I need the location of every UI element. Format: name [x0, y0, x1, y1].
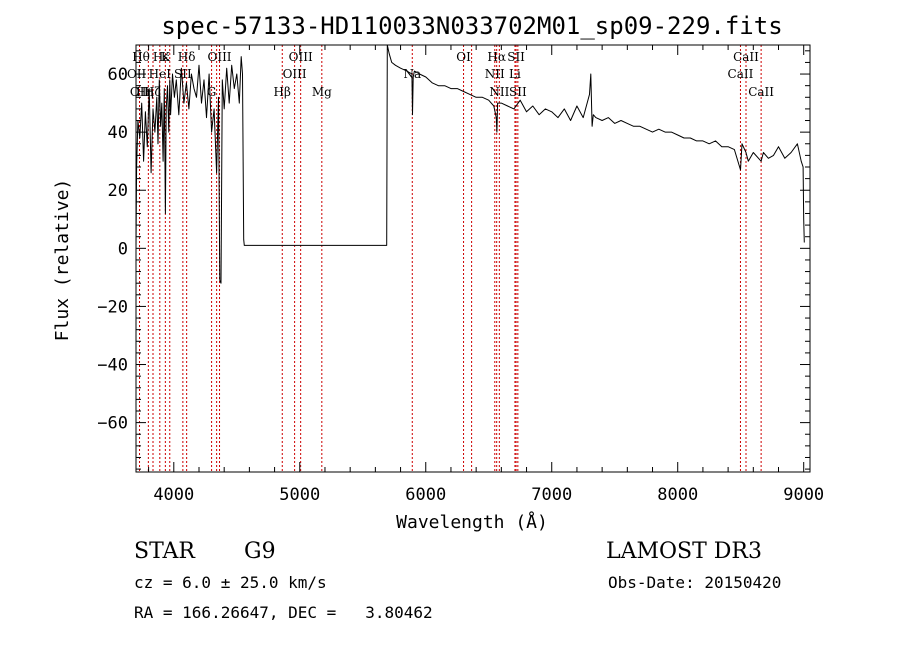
x-tick-label: 9000: [783, 485, 824, 505]
spectral-line-label: G: [207, 85, 217, 99]
spectral-line-label: Hα: [487, 50, 506, 64]
object-class: STAR: [134, 539, 195, 564]
x-tick-label: 6000: [405, 485, 446, 505]
spectral-line-markers: [139, 45, 762, 472]
spectral-line-label: HeI: [149, 67, 172, 81]
spectral-line-label: OI: [456, 50, 471, 64]
y-tick-label: −20: [97, 297, 128, 317]
spectral-line-label: NII: [485, 67, 505, 81]
spectral-line-label: Hζ: [144, 85, 161, 99]
spectral-line-label: OIII: [283, 67, 307, 81]
y-tick-label: −60: [97, 414, 128, 434]
coordinates-text: RA = 166.26647, DEC = 3.80462: [134, 603, 433, 622]
y-tick-label: 20: [108, 181, 128, 201]
x-tick-label: 4000: [153, 485, 194, 505]
axis-ticks: 4000 5000 6000 7000 8000 9000 60 40 20 0 −20 −40 −60: [97, 45, 824, 505]
object-subclass: G9: [244, 539, 276, 564]
spectral-line-label: CaII: [728, 67, 754, 81]
spectral-line-label: Hε: [153, 50, 170, 64]
x-tick-label: 5000: [279, 485, 320, 505]
redshift-text: cz = 6.0 ± 25.0 km/s: [134, 573, 327, 592]
y-tick-label: 40: [108, 123, 128, 143]
x-tick-label: 8000: [657, 485, 698, 505]
spectral-line-label: Mg: [312, 85, 332, 99]
spectral-line-label: OII: [130, 85, 150, 99]
spectral-line-label: Hθ: [132, 50, 150, 64]
spectral-line-label: CaII: [733, 50, 759, 64]
y-axis-label: Flux (relative): [52, 179, 73, 342]
spectral-line-label: Hβ: [274, 85, 291, 99]
spectral-line-label: Li: [509, 67, 521, 81]
spectral-line-label: SII: [509, 85, 527, 99]
y-tick-label: 60: [108, 65, 128, 85]
series-layer: [136, 45, 805, 284]
spectral-line-label: SII: [507, 50, 525, 64]
spectral-line-label: NII: [489, 85, 509, 99]
y-tick-label: 0: [118, 239, 128, 259]
spectral-line-label: Hδ: [178, 50, 196, 64]
survey-name: LAMOST DR3: [606, 539, 762, 564]
y-tick-label: −40: [97, 356, 128, 376]
spectral-line-label: CaII: [748, 85, 774, 99]
spectral-line-label: SII: [174, 67, 192, 81]
chart-title: spec-57133-HD110033N033702M01_sp09-229.f…: [161, 12, 782, 40]
spectral-line-label: OIII: [207, 50, 231, 64]
obs-date: Obs-Date: 20150420: [608, 573, 782, 592]
spectral-line-label: K: [161, 50, 171, 64]
plot-frame: [135, 44, 811, 473]
x-tick-label: 7000: [531, 485, 572, 505]
spectrum-series-line: [136, 45, 805, 284]
spectral-line-labels: OIIHeIKSIIHδGOIIIHβOIIIOIIIMgNaOINIIHαNI…: [127, 50, 774, 99]
x-axis-label: Wavelength (Å): [396, 511, 548, 533]
spectral-line-label: OIII: [289, 50, 313, 64]
